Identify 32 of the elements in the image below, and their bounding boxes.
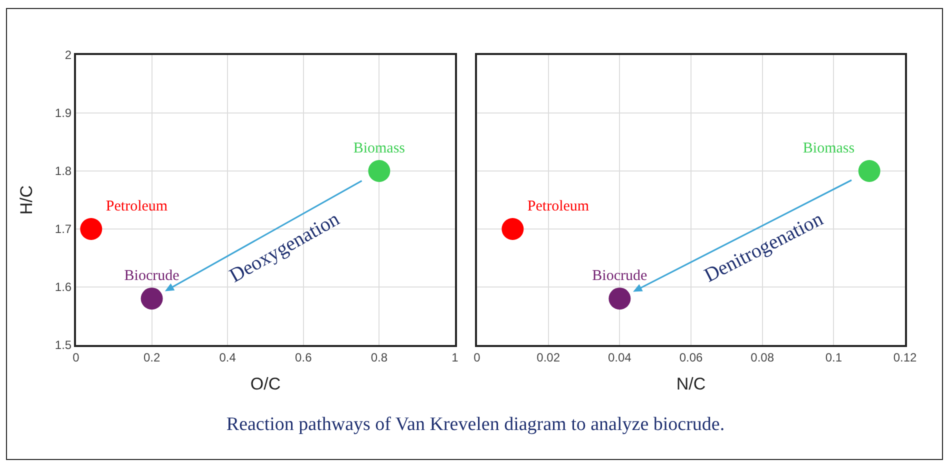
y-tick-label: 2: [64, 48, 72, 62]
text: Reaction pathways of Van Krevelen diagram to analyze biocrude.: [225, 414, 726, 436]
x-tick-label: 0.8: [370, 350, 388, 364]
series-label: Petroleum: [527, 198, 590, 214]
x-tick-label: 0: [474, 350, 481, 364]
point: [368, 160, 390, 182]
x-tick-label: 0.06: [679, 350, 703, 364]
series-label: Biomass: [802, 140, 855, 156]
y-tick-label: 1.9: [54, 106, 72, 120]
x-tick-label: 1: [452, 350, 459, 364]
point: [80, 218, 102, 240]
series-label: Petroleum: [106, 198, 168, 214]
y-tick-label: 1.5: [54, 338, 72, 352]
series-label: Biomass: [353, 140, 406, 156]
x-tick-label: 0.6: [295, 350, 312, 364]
y-tick-label: 1.7: [54, 222, 72, 236]
y-tick-label: 1.6: [54, 280, 72, 294]
x-tick-label: 0.04: [608, 350, 632, 364]
y-axis-title: H/C: [16, 185, 36, 215]
x-tick-label: 0.12: [893, 350, 917, 364]
x-axis-title: N/C: [676, 374, 706, 394]
x-tick-label: 0.2: [143, 350, 160, 364]
x-tick-label: 0.08: [750, 350, 774, 364]
series-label: Biocrude: [592, 268, 648, 284]
y-tick-label: 1.8: [54, 164, 72, 178]
x-tick-label: 0.02: [536, 350, 560, 364]
x-tick-label: 0.4: [219, 350, 236, 364]
x-tick-label: 0.1: [825, 350, 842, 364]
x-tick-label: 0: [72, 350, 80, 364]
series-label: Biocrude: [124, 268, 180, 284]
x-axis-title: O/C: [250, 374, 281, 394]
point: [140, 288, 163, 310]
